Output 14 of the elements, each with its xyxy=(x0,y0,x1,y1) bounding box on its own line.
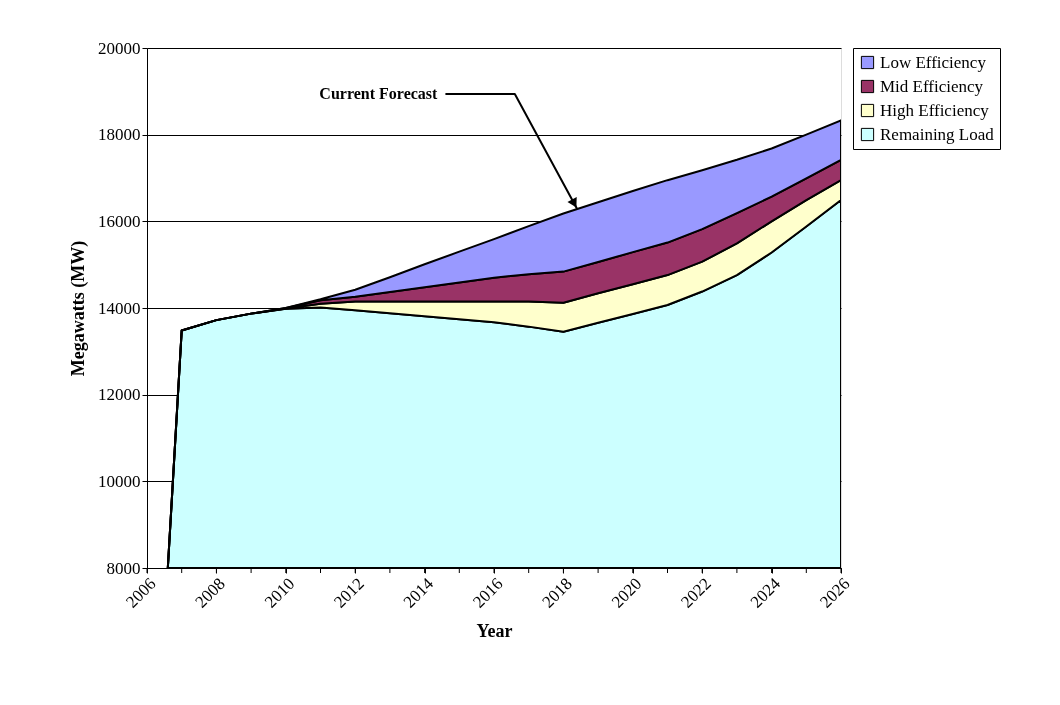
y-tick-label: 18000 xyxy=(98,125,141,145)
y-tick-label: 20000 xyxy=(98,38,141,58)
legend-label: Low Efficiency xyxy=(880,52,987,72)
y-axis-title: Megawatts (MW) xyxy=(68,240,89,377)
y-tick-label: 12000 xyxy=(98,385,141,405)
legend-label: Mid Efficiency xyxy=(880,76,984,96)
legend-label: Remaining Load xyxy=(880,124,995,144)
y-tick-label: 16000 xyxy=(98,211,141,231)
y-tick-label: 8000 xyxy=(106,558,141,578)
x-axis-title: Year xyxy=(476,620,513,641)
y-tick-label: 10000 xyxy=(98,471,141,491)
y-tick-label: 14000 xyxy=(98,298,141,318)
legend-label: High Efficiency xyxy=(880,100,990,120)
annotation: Current Forecast xyxy=(319,84,439,102)
